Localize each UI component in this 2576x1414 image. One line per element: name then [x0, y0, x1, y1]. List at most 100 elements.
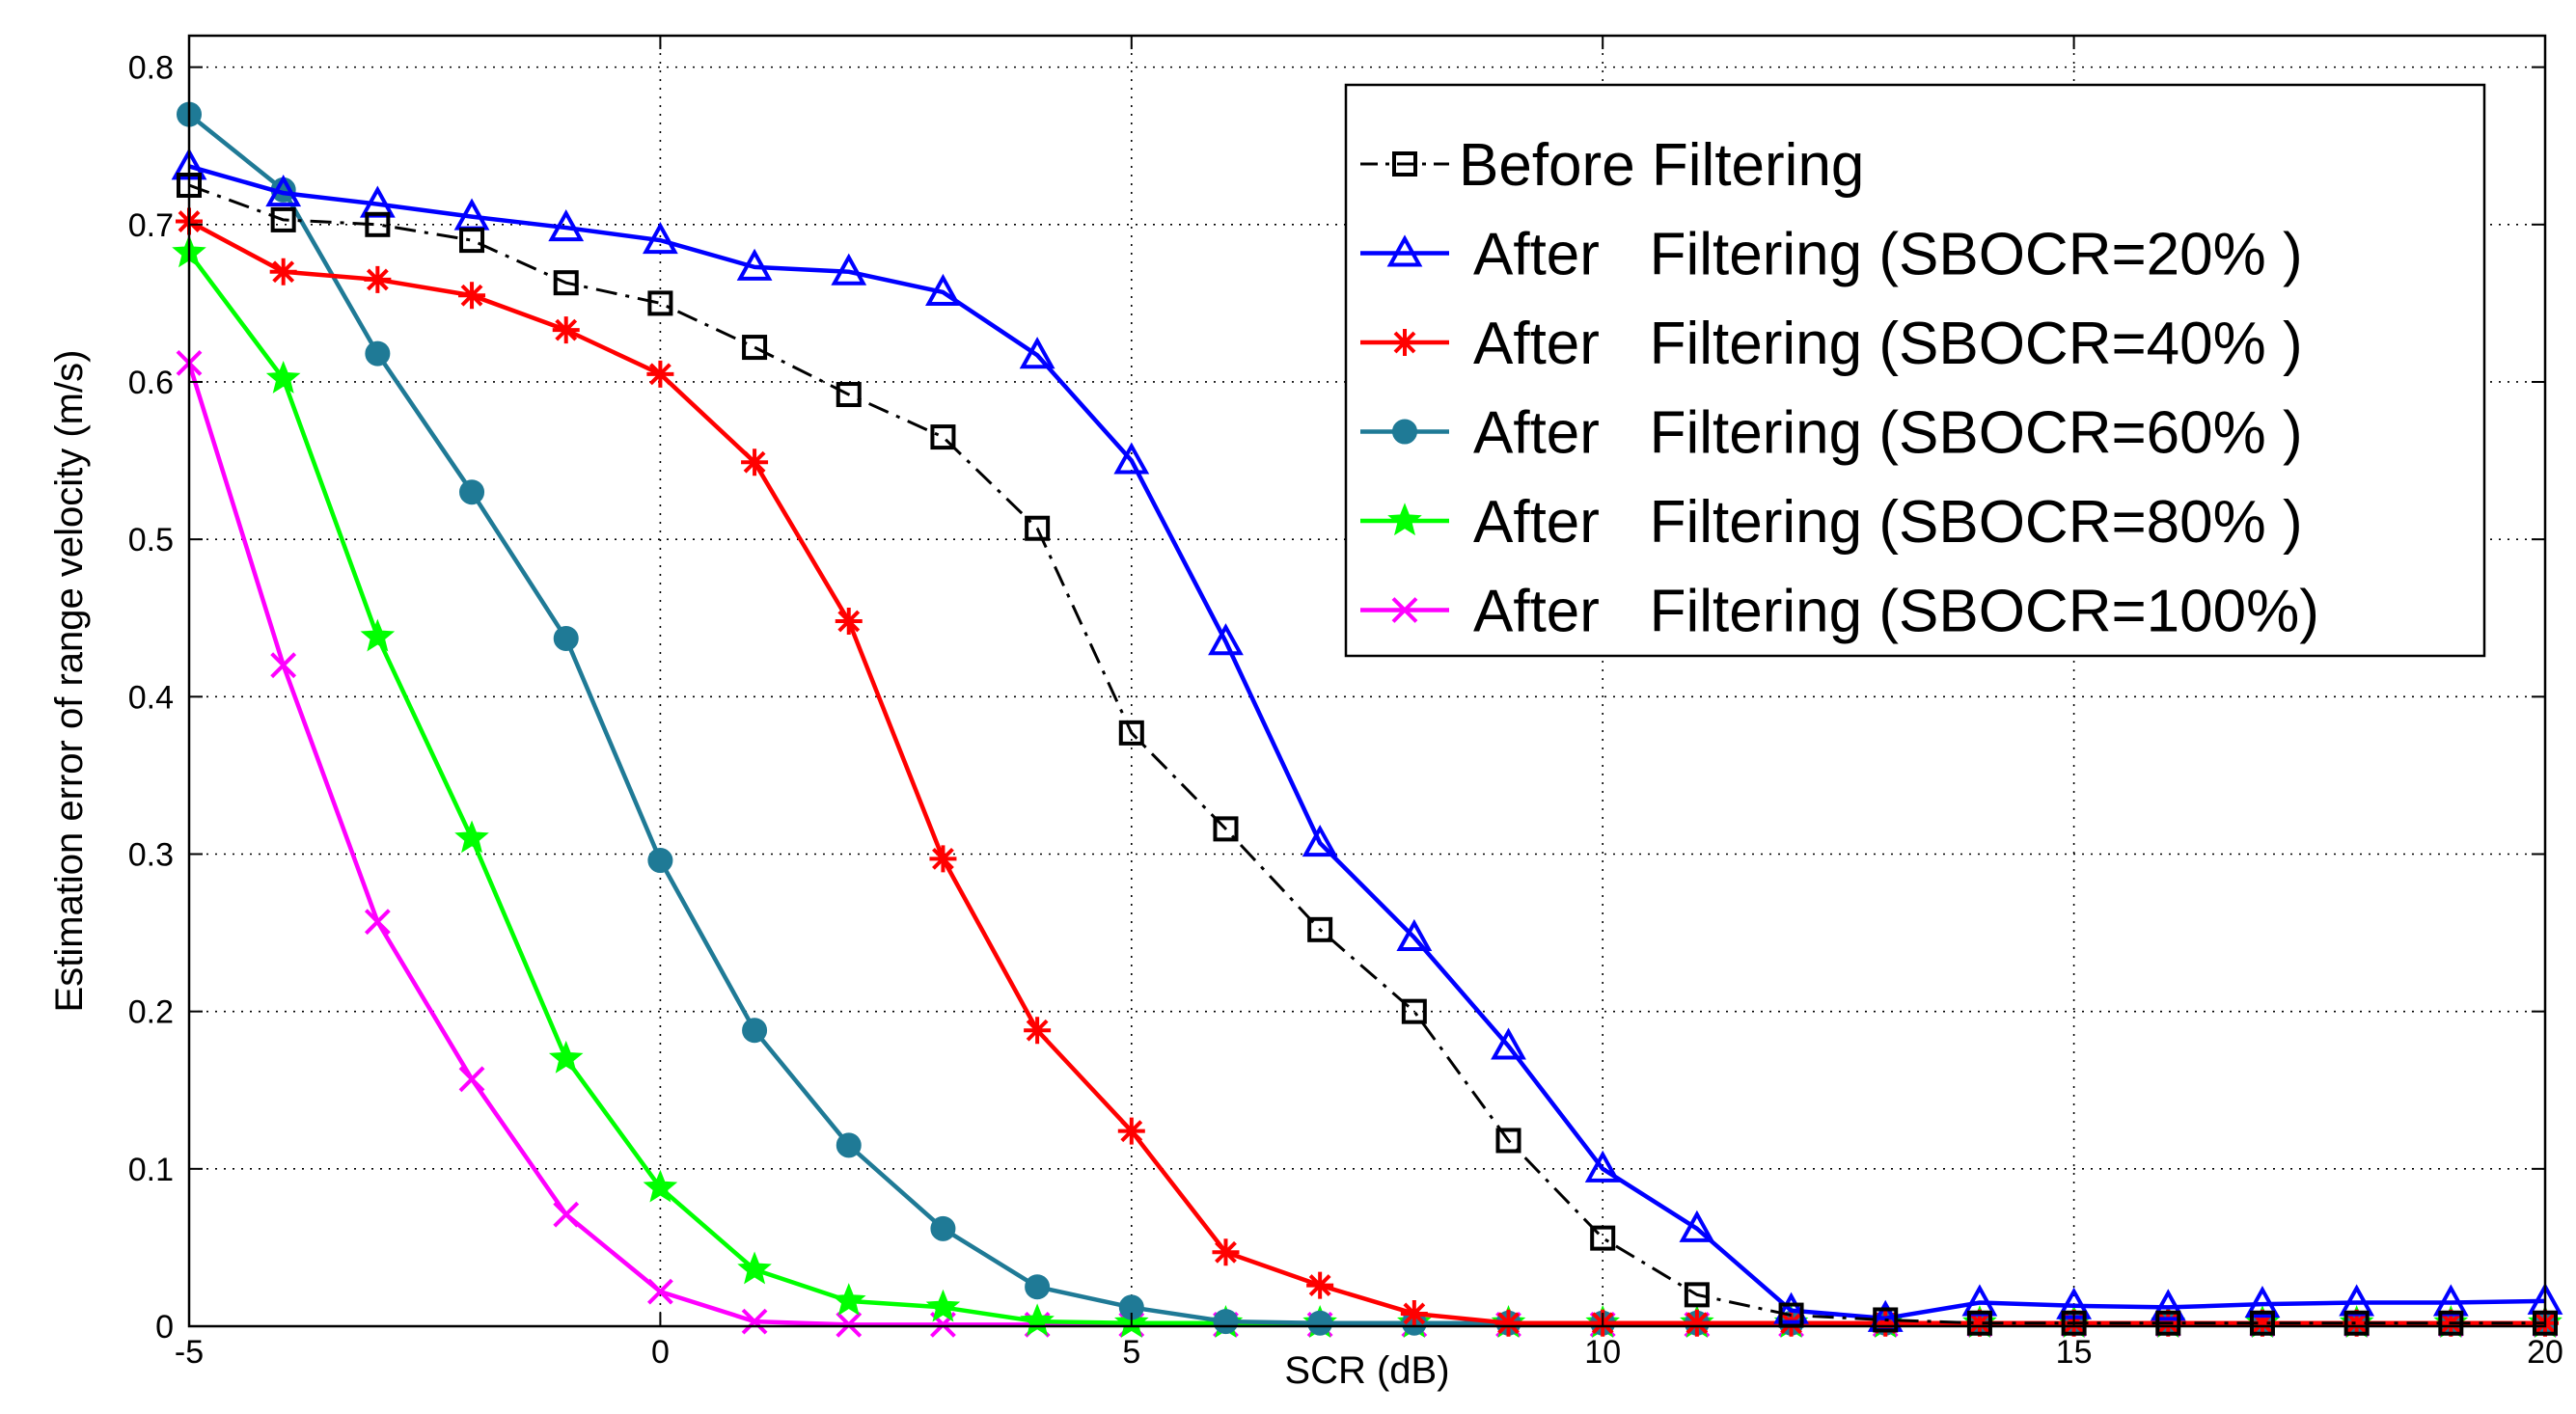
data-point — [1118, 720, 1144, 746]
data-point — [269, 258, 297, 286]
data-point — [265, 361, 301, 394]
data-point — [270, 652, 297, 679]
data-point — [925, 1289, 961, 1322]
data-point — [647, 290, 673, 316]
y-tick-label: 0.1 — [128, 1152, 174, 1188]
legend-label: After Filtering (SBOCR=40% ) — [1473, 311, 2303, 377]
series-0 — [177, 173, 2558, 1336]
data-point — [1400, 1299, 1428, 1327]
data-point — [836, 382, 862, 408]
data-point — [1024, 1017, 1052, 1045]
x-tick-label: 5 — [1122, 1334, 1140, 1371]
x-tick-label: -5 — [175, 1334, 204, 1371]
legend-item: After Filtering (SBOCR=80% ) — [1360, 489, 2303, 556]
data-point — [458, 1066, 485, 1093]
y-tick-label: 0.5 — [128, 522, 174, 558]
data-point — [930, 1215, 956, 1241]
legend-marker — [1392, 419, 1417, 445]
y-tick-label: 0.4 — [128, 679, 174, 716]
data-point — [647, 848, 673, 874]
series-line — [188, 183, 2545, 1325]
data-point — [1213, 1309, 1239, 1335]
data-point — [365, 340, 391, 367]
data-point — [836, 1132, 862, 1158]
data-point — [2061, 1310, 2087, 1336]
data-point — [458, 282, 486, 310]
legend-label: After Filtering (SBOCR=100%) — [1473, 579, 2319, 645]
data-point — [1025, 515, 1051, 541]
data-point — [265, 175, 302, 207]
legend-item: After Filtering (SBOCR=60% ) — [1360, 400, 2303, 467]
legend: Before Filtering After Filtering (SBOCR=2… — [1344, 83, 2486, 658]
data-point — [741, 449, 769, 476]
data-point — [742, 335, 768, 361]
y-tick-label: 0.7 — [128, 207, 174, 244]
data-point — [365, 211, 391, 237]
data-point — [1302, 824, 1338, 857]
data-point — [1679, 1210, 1715, 1242]
x-axis-title: SCR (dB) — [1284, 1349, 1449, 1392]
data-point — [1683, 1309, 1711, 1337]
data-point — [646, 360, 674, 388]
data-point — [1495, 1128, 1521, 1154]
data-point — [553, 270, 579, 296]
data-point — [1307, 1310, 1333, 1336]
data-point — [1307, 916, 1333, 942]
legend-item: After Filtering (SBOCR=40% ) — [1360, 311, 2303, 377]
x-tick-label: 20 — [2527, 1334, 2563, 1371]
y-tick-label: 0 — [155, 1309, 174, 1346]
legend-marker — [1391, 329, 1418, 356]
legend-label: After Filtering (SBOCR=20% ) — [1473, 222, 2303, 288]
data-point — [360, 618, 396, 652]
data-point — [2343, 1310, 2370, 1336]
legend-item: After Filtering (SBOCR=100%) — [1360, 579, 2319, 645]
data-point — [835, 607, 863, 635]
legend-label: After Filtering (SBOCR=80% ) — [1473, 489, 2303, 556]
data-point — [1306, 1271, 1334, 1299]
data-point — [1684, 1282, 1710, 1308]
data-point — [1025, 1274, 1051, 1300]
legend-label: Before Filtering — [1459, 132, 1864, 199]
legend-item: After Filtering (SBOCR=20% ) — [1360, 222, 2303, 288]
data-point — [2343, 1309, 2370, 1337]
axes-box — [187, 34, 2547, 1328]
data-point — [1491, 1027, 1526, 1060]
data-point — [1494, 1309, 1522, 1337]
data-point — [1208, 623, 1244, 656]
data-point — [553, 625, 579, 651]
data-point — [1401, 998, 1427, 1024]
data-point — [2150, 1289, 2186, 1321]
data-point — [1584, 1150, 1621, 1183]
data-point — [2155, 1310, 2181, 1336]
legend-box — [1344, 83, 2486, 658]
legend-marker — [1391, 597, 1418, 623]
data-point — [2248, 1309, 2276, 1337]
data-point — [364, 265, 392, 293]
legend-marker — [1387, 503, 1422, 536]
data-point — [552, 316, 580, 344]
legend-marker — [1386, 234, 1423, 267]
series-line — [188, 164, 2546, 1321]
data-point — [831, 1283, 866, 1317]
data-point — [741, 1308, 768, 1335]
x-tick-label: 0 — [651, 1334, 670, 1371]
data-point — [1113, 442, 1150, 475]
x-tick-label: 10 — [1584, 1334, 1621, 1371]
data-point — [364, 909, 391, 936]
data-point — [1019, 337, 1055, 369]
data-point — [1873, 1307, 1899, 1333]
data-point — [643, 222, 678, 255]
legend-item: Before Filtering — [1360, 132, 1864, 199]
data-point — [1396, 918, 1433, 951]
legend-label: After Filtering (SBOCR=60% ) — [1473, 400, 2303, 467]
data-point — [2438, 1310, 2464, 1336]
legend-marker — [1392, 151, 1417, 177]
x-tick-label: 15 — [2056, 1334, 2093, 1371]
data-point — [1966, 1310, 1992, 1336]
y-tick-label: 0.8 — [128, 50, 174, 87]
data-point — [929, 845, 957, 873]
data-point — [1872, 1309, 1900, 1337]
data-point — [930, 424, 956, 450]
data-point — [2244, 1286, 2281, 1319]
